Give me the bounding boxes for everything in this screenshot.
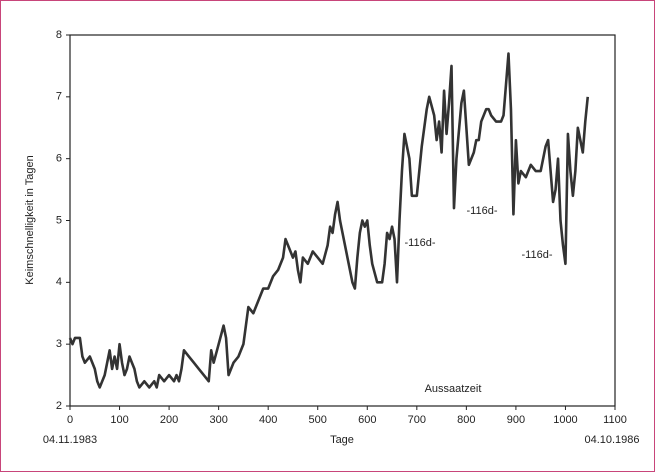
x-tick-label: 500 [309,414,327,426]
y-axis-title: Keimschnelligkeit in Tagen [24,155,36,284]
annotation: -116d- [467,205,498,217]
x-tick-label: 400 [259,414,277,426]
x-tick-label: 1100 [603,414,627,426]
x-tick-label: 0 [67,414,73,426]
annotation: -116d- [405,237,436,249]
annotation: Aussaatzeit [425,383,482,395]
x-tick-label: 100 [110,414,128,426]
y-tick-label: 3 [56,338,62,350]
y-tick-label: 7 [56,91,62,103]
x-tick-label: 1000 [553,414,577,426]
y-tick-label: 5 [56,214,62,226]
y-tick-label: 6 [56,153,62,165]
x-tick-label: 700 [408,414,426,426]
end-date: 04.10.1986 [584,434,639,446]
y-tick-label: 2 [56,400,62,412]
x-tick-label: 200 [160,414,178,426]
x-axis-title: Tage [330,434,354,446]
x-tick-label: 900 [507,414,525,426]
data-line [68,52,590,389]
annotation: -116d- [522,249,553,261]
x-tick-label: 800 [457,414,475,426]
x-tick-label: 300 [209,414,227,426]
x-tick-label: 600 [358,414,376,426]
start-date: 04.11.1983 [43,434,97,446]
y-tick-label: 8 [56,29,62,41]
y-tick-label: 4 [56,276,62,288]
